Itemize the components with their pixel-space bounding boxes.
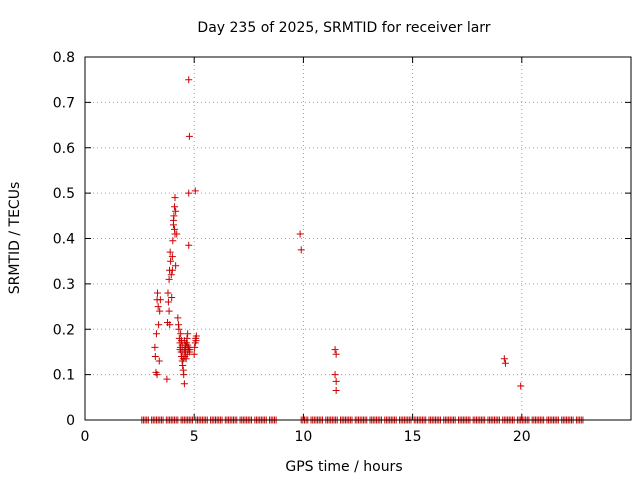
- data-point-marker: [151, 352, 159, 360]
- data-point-marker: [173, 230, 181, 238]
- y-tick-label: 0.8: [53, 50, 75, 66]
- data-point-marker: [151, 343, 159, 351]
- data-point-marker: [184, 341, 192, 349]
- x-tick-label: 20: [513, 429, 531, 445]
- data-point-marker: [155, 321, 163, 329]
- data-point-marker: [168, 266, 176, 274]
- data-point-marker: [332, 350, 340, 358]
- data-point-marker: [168, 293, 176, 301]
- data-point-marker: [171, 194, 179, 202]
- y-tick-label: 0.1: [53, 368, 75, 384]
- x-tick-label: 0: [81, 429, 90, 445]
- y-axis-title: SRMTID / TECUs: [7, 182, 23, 295]
- data-point-marker: [163, 375, 171, 383]
- data-point-marker: [166, 248, 174, 256]
- data-point-marker: [179, 362, 187, 370]
- data-point-marker: [167, 271, 175, 279]
- data-point-marker: [180, 380, 188, 388]
- data-point-marker: [331, 346, 339, 354]
- x-tick-label: 15: [404, 429, 422, 445]
- data-point-marker: [169, 237, 177, 245]
- data-point-marker: [177, 330, 185, 338]
- data-point-marker: [167, 257, 175, 265]
- data-point-marker: [185, 241, 193, 249]
- data-point-marker: [156, 296, 164, 304]
- data-point-marker: [182, 355, 190, 363]
- data-point-marker: [180, 371, 188, 379]
- data-point-marker: [164, 298, 172, 306]
- data-point-marker: [153, 371, 161, 379]
- plot-frame: [84, 56, 632, 421]
- data-point-marker: [174, 314, 182, 322]
- y-tick-label: 0.4: [53, 232, 75, 248]
- data-point-marker: [190, 350, 198, 358]
- y-tick-label: 0.7: [53, 95, 75, 111]
- data-point-marker: [175, 325, 183, 333]
- data-point-marker: [297, 246, 305, 254]
- data-markers: [138, 76, 587, 424]
- data-point-marker: [154, 303, 162, 311]
- data-point-marker: [168, 253, 176, 261]
- data-point-marker: [179, 348, 187, 356]
- data-point-marker: [517, 382, 525, 390]
- data-point-marker: [331, 371, 339, 379]
- y-tick-label: 0.3: [53, 277, 75, 293]
- data-point-marker: [178, 337, 186, 345]
- data-point-marker: [332, 377, 340, 385]
- x-tick-label: 5: [190, 429, 199, 445]
- data-point-marker: [185, 76, 193, 84]
- data-point-marker: [172, 262, 180, 270]
- grid-lines: [85, 57, 631, 420]
- data-point-marker: [500, 355, 508, 363]
- x-axis-title: GPS time / hours: [285, 459, 402, 475]
- data-point-marker: [165, 307, 173, 315]
- data-point-marker: [155, 357, 163, 365]
- data-point-marker: [332, 387, 340, 395]
- chart-title: Day 235 of 2025, SRMTID for receiver lar…: [197, 20, 490, 36]
- data-point-marker: [166, 321, 174, 329]
- data-point-marker: [156, 307, 164, 315]
- data-point-marker: [192, 337, 200, 345]
- data-point-marker: [171, 203, 179, 211]
- data-point-marker: [501, 359, 509, 367]
- x-tick-label: 10: [294, 429, 312, 445]
- data-point-marker: [185, 132, 193, 140]
- data-point-marker: [165, 275, 173, 283]
- data-point-marker: [172, 207, 180, 215]
- data-point-marker: [154, 289, 162, 297]
- y-tick-label: 0.2: [53, 322, 75, 338]
- data-point-marker: [152, 330, 160, 338]
- data-point-marker: [191, 187, 199, 195]
- data-point-marker: [169, 216, 177, 224]
- tick-labels: 0 0.1 0.2 0.3 0.4 0.5 0.6 0.7 0.8 0 5 10 15 20: [53, 50, 531, 445]
- data-point-marker: [191, 343, 199, 351]
- data-point-marker: [296, 230, 304, 238]
- y-tick-label: 0: [66, 413, 75, 429]
- data-point-marker: [184, 330, 192, 338]
- y-tick-label: 0.6: [53, 141, 75, 157]
- data-point-marker: [185, 189, 193, 197]
- data-point-marker: [164, 289, 172, 297]
- y-tick-label: 0.5: [53, 186, 75, 202]
